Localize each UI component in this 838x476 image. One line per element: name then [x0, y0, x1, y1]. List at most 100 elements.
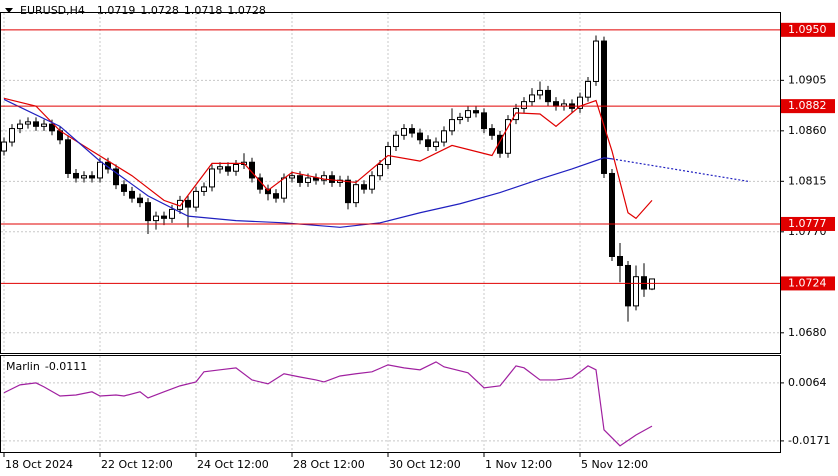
candle-body	[529, 94, 535, 103]
candle-body	[521, 101, 527, 109]
candle-body	[625, 264, 631, 307]
candle-body	[441, 130, 447, 143]
candle-body	[297, 175, 303, 183]
x-tick-label: 30 Oct 12:00	[389, 458, 461, 471]
candle-body	[41, 123, 47, 127]
last-close: 1.0728	[227, 4, 266, 17]
candle-body	[377, 163, 383, 177]
candle-body	[273, 193, 279, 199]
candle-body	[641, 276, 647, 290]
level-label-box	[781, 216, 835, 231]
candle-body	[17, 123, 23, 130]
candle-body	[145, 202, 151, 222]
candle-body	[553, 101, 559, 107]
indicator-line	[3, 97, 653, 220]
candle-body	[649, 278, 655, 290]
candle-body	[225, 166, 231, 172]
candle-body	[481, 112, 487, 130]
candle-body	[137, 197, 143, 204]
candle-body	[609, 172, 615, 257]
candle-body	[121, 184, 127, 192]
candle-body	[545, 89, 551, 103]
y-tick-label: 1.0905	[788, 73, 827, 86]
candle-body	[417, 132, 423, 141]
candle-body	[49, 123, 55, 132]
candle-body	[585, 80, 591, 98]
candle-body	[425, 139, 431, 148]
level-label: 1.0724	[788, 276, 827, 289]
candle-body	[457, 116, 463, 121]
y-tick-label: -0.0171	[788, 434, 830, 447]
candle-body	[169, 208, 175, 219]
candle-body	[633, 276, 639, 307]
candle-body	[465, 110, 471, 118]
symbol: EURUSD,H4	[20, 4, 85, 17]
candle-body	[577, 96, 583, 109]
candle-body	[89, 175, 95, 179]
candle-body	[617, 255, 623, 266]
y-tick-label: 1.0860	[788, 124, 827, 137]
candle-body	[537, 89, 543, 96]
x-tick-label: 28 Oct 12:00	[293, 458, 365, 471]
y-tick-label: 0.0064	[788, 376, 827, 389]
candle-body	[1, 141, 7, 152]
main-frame	[0, 12, 781, 354]
candle-body	[353, 184, 359, 204]
candle-body	[433, 141, 439, 148]
indicator-line	[3, 361, 653, 447]
y-tick-label: 1.0815	[788, 174, 827, 187]
candle-body	[345, 179, 351, 204]
level-label-box	[781, 22, 835, 37]
candle-body	[97, 161, 103, 179]
level-label-box	[781, 99, 835, 114]
candle-body	[65, 139, 71, 174]
level-label: 1.0882	[788, 99, 827, 112]
candle-body	[185, 199, 191, 208]
candle-body	[201, 186, 207, 192]
candle-body	[233, 163, 239, 172]
x-tick-label: 18 Oct 2024	[5, 458, 73, 471]
level-label-box	[781, 276, 835, 291]
candle-body	[289, 175, 295, 179]
candle-body	[473, 110, 479, 114]
candle-body	[601, 40, 607, 174]
candle-body	[9, 128, 15, 143]
level-label: 1.0777	[788, 217, 827, 230]
candle-body	[369, 175, 375, 190]
candle-body	[449, 119, 455, 132]
indicator-line	[611, 158, 749, 182]
x-tick-label: 5 Nov 12:00	[581, 458, 648, 471]
indicator-line	[3, 98, 613, 228]
candle-body	[153, 215, 159, 222]
candle-body	[329, 175, 335, 183]
sub-frame	[0, 355, 781, 453]
candle-body	[25, 121, 31, 125]
symbol-header: EURUSD,H4 1.0719 1.0728 1.0718 1.0728	[20, 4, 266, 17]
indicator-value: -0.0111	[45, 360, 87, 373]
indicator-header: Marlin -0.0111	[6, 360, 87, 373]
candle-body	[497, 134, 503, 154]
last-open: 1.0719	[97, 4, 136, 17]
last-low: 1.0718	[184, 4, 223, 17]
candle-body	[113, 168, 119, 186]
candle-body	[161, 215, 167, 219]
candle-body	[209, 168, 215, 188]
candle-body	[401, 128, 407, 136]
candle-body	[305, 177, 311, 183]
candle-body	[265, 188, 271, 195]
candle-body	[73, 172, 79, 179]
x-tick-label: 22 Oct 12:00	[101, 458, 173, 471]
menu-icon	[5, 8, 13, 13]
candle-body	[409, 128, 415, 134]
level-label: 1.0950	[788, 23, 827, 36]
candle-body	[593, 40, 599, 82]
candle-body	[281, 177, 287, 199]
candle-body	[33, 121, 39, 127]
y-tick-label: 1.0680	[788, 326, 827, 339]
candle-body	[489, 128, 495, 136]
candle-body	[129, 190, 135, 199]
candle-body	[193, 190, 199, 208]
candle-body	[361, 184, 367, 190]
